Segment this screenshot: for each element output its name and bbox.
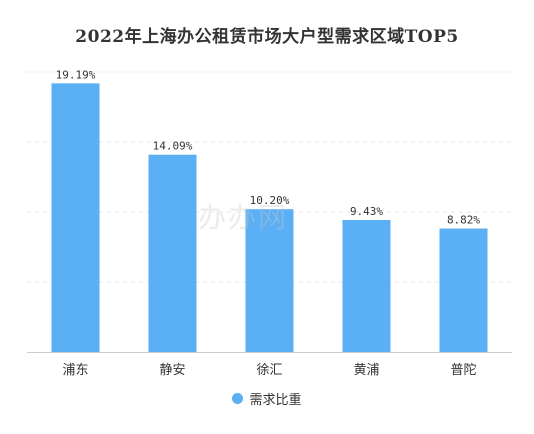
category-label-2: 徐汇 [256,363,282,378]
bar-3[interactable] [342,219,391,352]
data-label-1: 14.09% [153,140,193,153]
category-label-3: 黄浦 [353,363,379,378]
watermark: 办办网 [198,201,289,234]
data-label-0: 19.19% [56,68,96,81]
legend-swatch [232,393,244,404]
data-label-3: 9.43% [350,205,383,218]
category-label-4: 普陀 [450,362,476,378]
legend[interactable]: 需求比重 [0,389,534,408]
data-label-2: 10.20% [250,194,290,207]
category-labels: 浦东 静安 徐汇 黄浦 普陀 [62,362,476,378]
data-labels: 19.19% 14.09% 10.20% 9.43% 8.82% [56,68,481,226]
category-label-0: 浦东 [62,363,88,378]
bars [51,83,488,352]
bar-0[interactable] [51,83,100,352]
chart-title: 2022年上海办公租赁市场大户型需求区域TOP5 [75,27,459,47]
bar-2[interactable] [245,209,294,352]
data-label-4: 8.82% [447,214,480,227]
bar-1[interactable] [148,154,197,352]
legend-label: 需求比重 [249,393,302,408]
category-label-1: 静安 [159,363,185,378]
bar-4[interactable] [439,228,488,352]
